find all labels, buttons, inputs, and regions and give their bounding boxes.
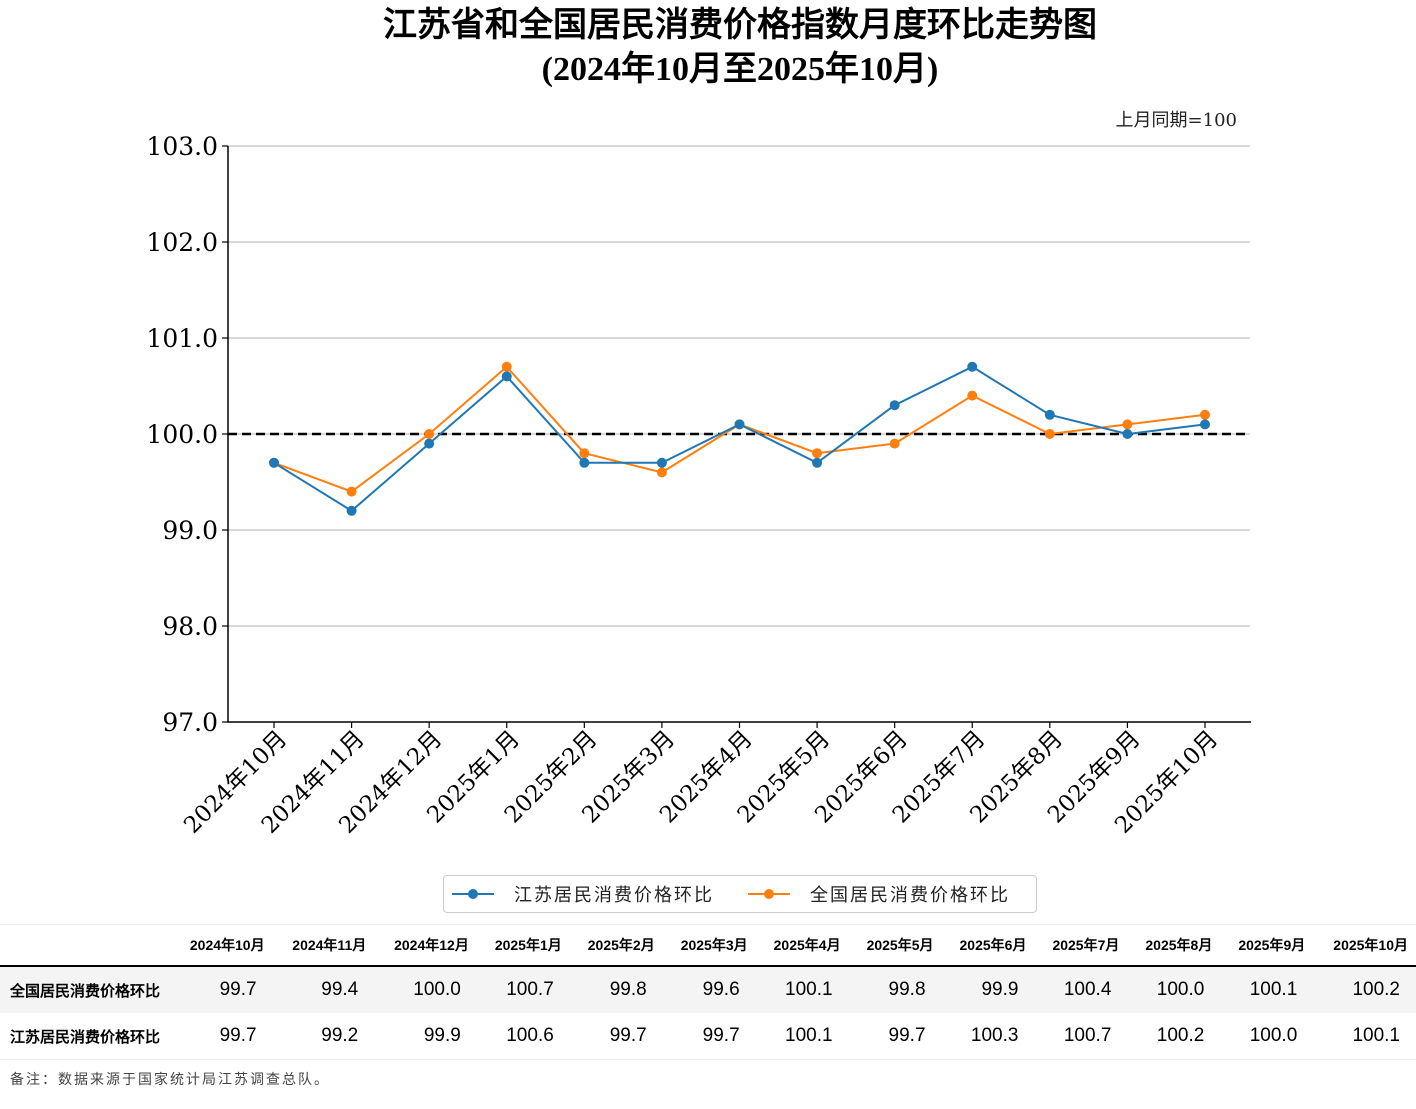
table-cell: 100.1 [755,1013,849,1060]
data-point[interactable] [1122,419,1133,430]
data-point[interactable] [967,361,978,372]
table-column-header: 2024年12月 [374,924,477,967]
table-column-header: 2025年3月 [662,924,756,967]
table-cell: 100.0 [374,966,477,1013]
table-cell: 100.0 [1127,966,1221,1013]
chart-title-block: 江苏省和全国居民消费价格指数月度环比走势图 (2024年10月至2025年10月… [0,4,1416,92]
table-column-header: 2025年6月 [941,924,1035,967]
table-cell: 100.3 [941,1013,1035,1060]
table-cell: 99.7 [662,1013,756,1060]
table-cell: 100.7 [1034,1013,1128,1060]
chart-title: 江苏省和全国居民消费价格指数月度环比走势图 [383,7,1097,44]
table-cell: 100.1 [1313,1013,1416,1060]
data-point[interactable] [501,371,512,382]
table-cell: 99.7 [848,1013,942,1060]
line-chart: 上月同期=100 97.0 98.0 99.0 100.0 101.0 102.0 103.… [146,110,1251,839]
legend: 江苏居民消费价格环比 全国居民消费价格环比 [443,875,1037,913]
data-point[interactable] [1200,409,1210,420]
y-tick-label: 100.0 [146,420,218,449]
data-point[interactable] [501,361,512,372]
legend-marker-jiangsu [452,888,494,900]
table-cell: 100.6 [476,1013,570,1060]
y-tick-label: 101.0 [146,324,218,353]
data-point[interactable] [889,438,900,449]
data-point[interactable] [1200,419,1210,430]
footnote: 备注：数据来源于国家统计局江苏调查总队。 [10,1072,330,1088]
data-point[interactable] [656,467,667,478]
chart-subtitle: (2024年10月至2025年10月) [541,51,939,88]
table-column-header: 2025年5月 [848,924,942,967]
y-tick-label: 98.0 [162,612,218,641]
series-jiangsu [269,361,1210,516]
table-cell: 99.8 [569,966,663,1013]
table-cell: 100.4 [1034,966,1128,1013]
data-point[interactable] [889,400,900,411]
data-point[interactable] [346,486,357,497]
table-cell: 99.7 [170,1013,273,1060]
table-column-header: 2025年2月 [569,924,663,967]
table-column-header: 2025年7月 [1034,924,1128,967]
y-tick-label: 97.0 [162,708,218,737]
data-point[interactable] [424,438,435,449]
table-row-label: 江苏居民消费价格环比 [0,1013,170,1060]
table-column-header: 2024年11月 [272,924,375,967]
table-cell: 100.2 [1313,966,1416,1013]
data-point[interactable] [1122,429,1133,439]
y-tick-label: 103.0 [146,132,218,161]
data-point[interactable] [579,448,590,459]
base-annotation: 上月同期=100 [1116,110,1237,131]
table-cell: 100.2 [1127,1013,1221,1060]
table-cell: 100.0 [1220,1013,1314,1060]
series-group [269,361,1210,516]
y-axis-ticks: 97.0 98.0 99.0 100.0 101.0 102.0 103.0 [146,132,228,737]
table-row: 江苏居民消费价格环比 99.7 99.2 99.9 100.6 99.7 99.7 100.1… [0,1013,1416,1060]
table-cell: 99.8 [848,966,942,1013]
table-column-header: 2025年9月 [1220,924,1314,967]
data-point[interactable] [812,457,823,468]
table-cell: 99.7 [170,966,273,1013]
data-point[interactable] [579,457,590,468]
data-point[interactable] [734,419,745,430]
data-point[interactable] [424,429,435,439]
data-point[interactable] [269,457,279,468]
table-column-header: 2024年10月 [170,924,273,967]
table-cell: 100.1 [755,966,849,1013]
table-cell: 99.2 [272,1013,375,1060]
data-point[interactable] [656,457,667,468]
data-point[interactable] [812,448,823,459]
legend-label-jiangsu: 江苏居民消费价格环比 [514,885,714,906]
table-row-label: 全国居民消费价格环比 [0,966,170,1013]
gridlines [228,145,1250,627]
data-point[interactable] [1044,429,1055,439]
legend-marker-national [748,888,790,900]
x-axis-ticks: 2024年10月2024年11月2024年12月2025年1月2025年2月20… [179,722,1223,839]
table-row: 全国居民消费价格环比 99.7 99.4 100.0 100.7 99.8 99.6 100.… [0,966,1416,1013]
data-point[interactable] [1044,409,1055,420]
series-line [273,365,1206,513]
table-cell: 99.9 [374,1013,477,1060]
table-column-header: 2025年10月 [1313,924,1416,967]
table-cell: 99.4 [272,966,375,1013]
legend-item-national[interactable]: 全国居民消费价格环比 [748,881,1010,907]
table-cell: 99.9 [941,966,1035,1013]
data-point[interactable] [967,390,978,401]
legend-label-national: 全国居民消费价格环比 [810,885,1010,906]
table-column-header: 2025年8月 [1127,924,1221,967]
table-cell: 100.7 [476,966,570,1013]
y-tick-label: 99.0 [162,516,218,545]
data-point[interactable] [346,505,357,516]
table-column-header: 2025年1月 [476,924,570,967]
table-corner [0,924,170,967]
table-header-row: 2024年10月 2024年11月 2024年12月 2025年1月 2025年2月 20… [0,924,1416,967]
data-table: 2024年10月 2024年11月 2024年12月 2025年1月 2025年2月 20… [0,924,1416,1060]
legend-item-jiangsu[interactable]: 江苏居民消费价格环比 [452,881,714,907]
table-cell: 100.1 [1220,966,1314,1013]
y-tick-label: 102.0 [146,228,218,257]
table-column-header: 2025年4月 [755,924,849,967]
table-cell: 99.6 [662,966,756,1013]
table-cell: 99.7 [569,1013,663,1060]
